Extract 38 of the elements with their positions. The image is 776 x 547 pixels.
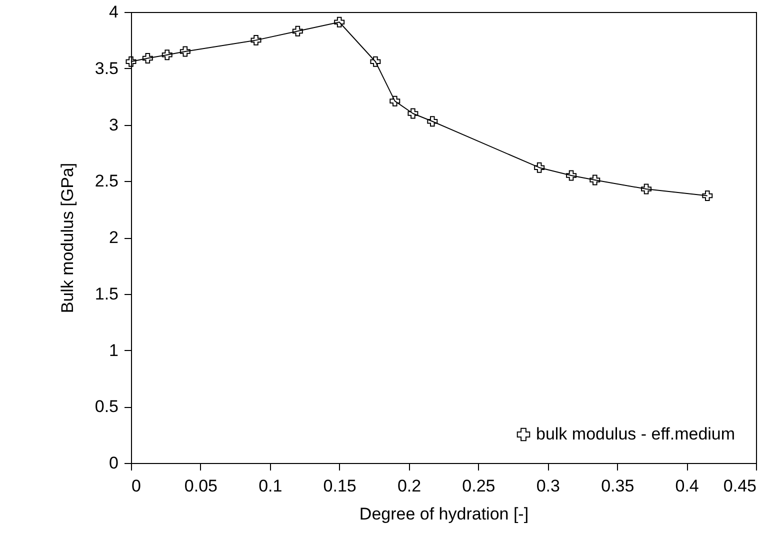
y-tick-label: 1.5 xyxy=(94,284,118,304)
point xyxy=(162,50,172,60)
x-tick-label: 0.15 xyxy=(323,476,356,496)
point xyxy=(534,162,545,173)
point xyxy=(142,52,153,64)
y-tick-label: 4 xyxy=(109,2,118,22)
x-tick-label: 0.1 xyxy=(258,476,282,496)
point xyxy=(292,26,303,36)
y-tick-label: 2 xyxy=(109,228,118,247)
x-tick-label: 0.4 xyxy=(675,476,699,496)
point xyxy=(590,174,600,186)
point xyxy=(702,190,713,202)
point xyxy=(180,46,190,57)
x-axis-title: Degree of hydration [-] xyxy=(359,504,529,524)
y-tick-label: 3 xyxy=(109,115,118,134)
x-tick-label: 0.35 xyxy=(601,476,634,496)
point xyxy=(390,96,400,106)
point xyxy=(250,34,262,46)
point xyxy=(408,108,418,119)
y-tick-label: 1 xyxy=(109,340,118,360)
x-tick-label: 0 xyxy=(132,476,141,496)
point xyxy=(427,116,438,127)
point xyxy=(334,16,345,28)
x-tick-label: 0.45 xyxy=(723,476,756,496)
x-tick-label: 0.05 xyxy=(184,476,218,496)
point xyxy=(126,56,136,67)
y-axis-title: Bulk modulus [GPa] xyxy=(58,162,77,314)
x-tick-label: 0.2 xyxy=(397,476,422,496)
y-tick-label: 2.5 xyxy=(94,172,118,191)
x-tick-label: 0.3 xyxy=(536,476,560,496)
y-tick-label: 3.5 xyxy=(94,58,118,78)
x-tick-label: 0.25 xyxy=(462,476,496,496)
y-tick-label: 0 xyxy=(109,454,118,472)
point xyxy=(566,170,577,181)
point xyxy=(641,184,652,194)
y-tick-label: 0.5 xyxy=(94,397,118,416)
point xyxy=(370,56,381,67)
legend-label: bulk modulus - eff.medium xyxy=(536,424,736,444)
